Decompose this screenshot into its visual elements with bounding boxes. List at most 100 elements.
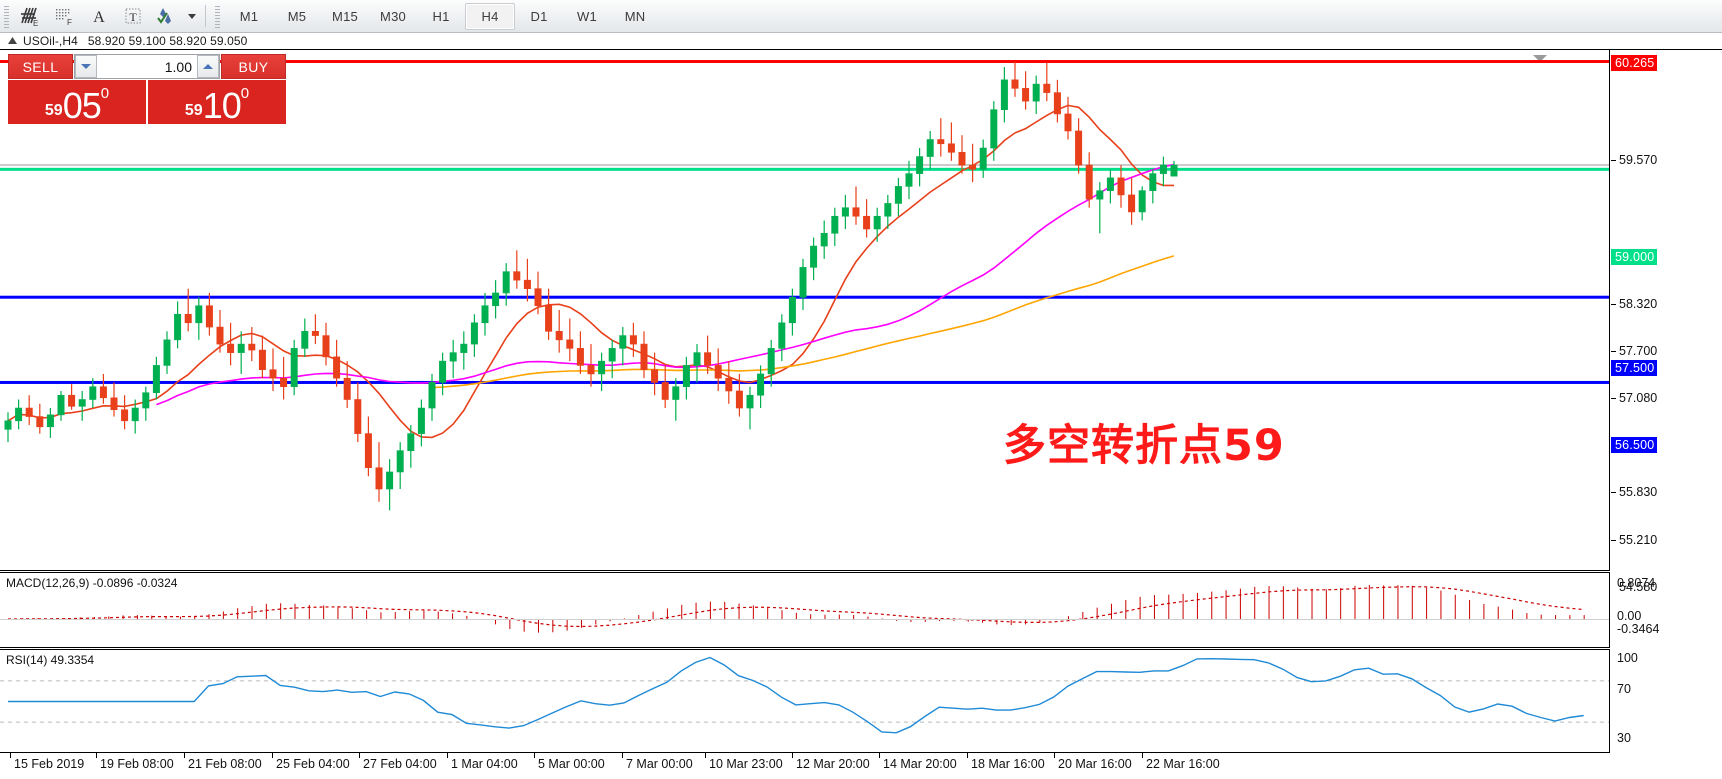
time-label: 27 Feb 04:00 (363, 757, 437, 771)
price-tick-57-080: 57.080 (1619, 391, 1658, 405)
buy-price-display[interactable]: 59 10 0 (148, 80, 286, 124)
sell-price-integer: 59 (44, 102, 63, 119)
price-plot[interactable] (0, 50, 1610, 571)
timeframe-h4[interactable]: H4 (465, 2, 515, 30)
templates-dropdown-arrow-icon[interactable] (184, 3, 200, 30)
rsi-tick-30: 30 (1617, 731, 1631, 745)
symbol-name: USOil-,H4 (23, 34, 78, 48)
time-label: 20 Mar 16:00 (1058, 757, 1132, 771)
price-tick-54-580: 54.580 (1619, 580, 1658, 594)
rsi-label: RSI(14) 49.3354 (6, 653, 95, 667)
trade-price-row: 59 05 0 59 10 0 (8, 80, 286, 124)
trade-controls-row: SELL 1.00 BUY (8, 54, 286, 79)
time-tick (10, 753, 11, 758)
price-badge-57-500: 57.500 (1611, 360, 1658, 376)
buy-button[interactable]: BUY (221, 54, 286, 79)
price-candlestick-svg (0, 60, 1609, 511)
timeframe-m1[interactable]: M1 (239, 8, 259, 24)
objects-grid-icon[interactable]: F (48, 3, 82, 30)
svg-text:A: A (93, 9, 105, 26)
chevron-up-icon (203, 64, 213, 69)
time-label: 1 Mar 04:00 (451, 757, 518, 771)
timeframe-h1[interactable]: H1 (432, 8, 450, 24)
time-label: 19 Feb 08:00 (100, 757, 174, 771)
time-tick (879, 753, 880, 758)
buy-price-major: 10 (202, 84, 242, 126)
sell-price-fraction: 0 (100, 85, 110, 102)
price-tick-59-570: 59.570 (1619, 153, 1658, 167)
price-tick-58-320: 58.320 (1619, 297, 1658, 311)
time-tick (359, 753, 360, 758)
time-tick (967, 753, 968, 758)
toolbar-grip[interactable] (2, 4, 11, 28)
time-tick (184, 753, 185, 758)
macd-label: MACD(12,26,9) -0.0896 -0.0324 (6, 576, 178, 590)
macd-axis: 0.8074 0.00 -0.3464 (1611, 572, 1722, 648)
time-label: 22 Mar 16:00 (1146, 757, 1220, 771)
time-tick (447, 753, 448, 758)
chevron-down-icon (81, 64, 91, 69)
price-axis[interactable]: 60.265 59.570 59.000 58.320 57.700 57.500 57.0… (1611, 50, 1722, 594)
time-axis[interactable]: 15 Feb 2019 19 Feb 08:00 21 Feb 08:00 25 Fe… (0, 753, 1722, 779)
volume-value[interactable]: 1.00 (164, 58, 192, 75)
text-label-icon[interactable]: T (116, 3, 150, 30)
time-label: 18 Mar 16:00 (971, 757, 1045, 771)
timeframe-w1[interactable]: W1 (577, 8, 597, 24)
timeframe-d1[interactable]: D1 (530, 8, 548, 24)
time-tick (272, 753, 273, 758)
indicators-icon[interactable]: E (14, 3, 48, 30)
time-label: 21 Feb 08:00 (188, 757, 262, 771)
macd-tick-low: -0.3464 (1617, 622, 1660, 636)
text-a-icon[interactable]: A (82, 3, 116, 30)
symbol-ohlc-bar: USOil-,H4 58.920 59.100 58.920 59.050 (0, 33, 1722, 50)
time-tick (534, 753, 535, 758)
rsi-axis: 100 70 30 (1611, 649, 1722, 753)
volume-increase-button[interactable] (197, 55, 219, 78)
chart-area[interactable]: USOil-,H4 58.920 59.100 58.920 59.050 60… (0, 33, 1722, 771)
price-tick-55-210: 55.210 (1619, 533, 1658, 547)
time-label: 5 Mar 00:00 (538, 757, 605, 771)
sell-button[interactable]: SELL (8, 54, 73, 79)
timeframe-m5[interactable]: M5 (287, 8, 307, 24)
svg-text:T: T (129, 10, 137, 24)
templates-icon[interactable] (150, 3, 184, 30)
toolbar-separator (205, 5, 206, 27)
time-label: 10 Mar 23:00 (709, 757, 783, 771)
time-label: 12 Mar 20:00 (796, 757, 870, 771)
price-badge-56-500: 56.500 (1611, 437, 1658, 453)
sell-price-display[interactable]: 59 05 0 (8, 80, 146, 124)
time-tick (622, 753, 623, 758)
timeframe-m30[interactable]: M30 (380, 8, 406, 24)
svg-text:F: F (67, 18, 72, 27)
time-label: 15 Feb 2019 (14, 757, 85, 771)
price-badge-60-265: 60.265 (1611, 55, 1658, 71)
timeframe-m15[interactable]: M15 (332, 8, 358, 24)
time-tick (1142, 753, 1143, 758)
one-click-trading-panel[interactable]: SELL 1.00 BUY 59 05 0 59 10 0 (8, 54, 286, 124)
time-label: 7 Mar 00:00 (626, 757, 693, 771)
rsi-tick-100: 100 (1617, 651, 1638, 665)
buy-price-fraction: 0 (240, 85, 250, 102)
macd-tick-high: 0.8074 (1617, 576, 1656, 590)
price-tick-57-700: 57.700 (1619, 344, 1658, 358)
price-badge-59-000: 59.000 (1611, 249, 1658, 265)
chart-annotation-text: 多空转折点59 (1003, 421, 1285, 471)
timeframe-mn[interactable]: MN (624, 8, 646, 24)
rsi-tick-70: 70 (1617, 682, 1631, 696)
rsi-plot-svg (0, 656, 1609, 734)
chart-dropdown-caret-icon[interactable] (1533, 55, 1547, 62)
volume-input[interactable]: 1.00 (74, 54, 220, 79)
svg-text:E: E (33, 19, 38, 27)
buy-price-integer: 59 (184, 102, 203, 119)
time-tick (96, 753, 97, 758)
chart-collapse-triangle-icon[interactable] (7, 34, 18, 48)
time-tick (792, 753, 793, 758)
timeframe-toolbar-grip[interactable] (213, 4, 222, 28)
macd-tick-zero: 0.00 (1617, 609, 1642, 623)
macd-plot-svg (0, 585, 1609, 633)
macd-panel[interactable]: MACD(12,26,9) -0.0896 -0.0324 (0, 572, 1610, 648)
time-tick (1054, 753, 1055, 758)
volume-decrease-button[interactable] (75, 55, 97, 78)
rsi-panel[interactable]: RSI(14) 49.3354 (0, 649, 1610, 753)
